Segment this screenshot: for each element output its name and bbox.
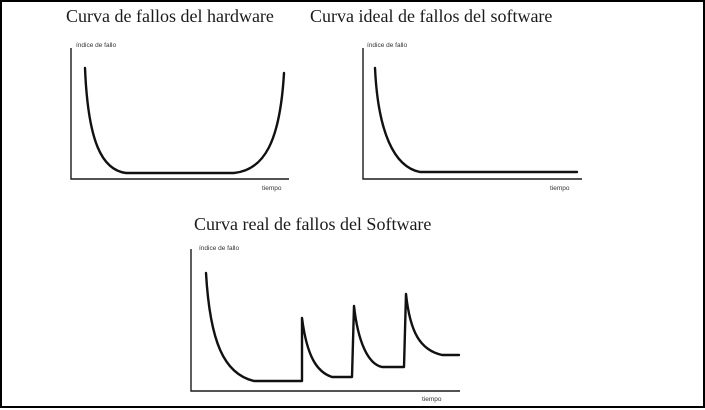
hardware-x-axis-label: tiempo (262, 185, 282, 192)
real-software-axes (190, 249, 460, 392)
real-software-x-axis-label: tiempo (422, 396, 442, 403)
ideal-software-x-axis-label: tiempo (550, 185, 570, 192)
real-software-panel-title: Curva real de fallos del Software (194, 214, 432, 234)
ideal-software-decay-curve (373, 66, 579, 174)
hardware-y-axis-label: índice de fallo (76, 42, 117, 49)
real-software-y-axis-label: índice de fallo (199, 245, 240, 252)
ideal-software-axes (362, 48, 582, 180)
hardware-axes (70, 48, 289, 180)
ideal-software-panel-title: Curva ideal de fallos del software (310, 6, 553, 26)
ideal-software-y-axis-label: índice de fallo (367, 42, 408, 49)
hardware-bathtub-curve (83, 66, 286, 175)
hardware-panel-title: Curva de fallos del hardware (66, 6, 274, 26)
real-software-spike-curve (204, 271, 461, 383)
